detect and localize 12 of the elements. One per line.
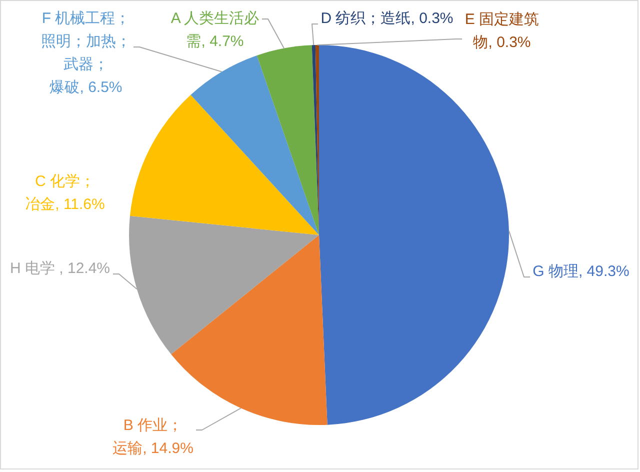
slice-label: H 电学 , 12.4%	[9, 258, 111, 278]
pie-slice	[171, 235, 328, 425]
slice-label: B 作业；运输, 14.9%	[112, 416, 194, 458]
pie-slice	[130, 94, 319, 235]
slice-label: G 物理, 49.3%	[532, 262, 630, 282]
slice-label: F 机械工程；照明；加热；武器；爆破, 6.5%	[40, 8, 132, 98]
pie-slice	[256, 45, 319, 235]
slice-label: E 固定建筑物, 0.3%	[464, 10, 540, 52]
slice-label: A 人类生活必需, 4.7%	[170, 8, 260, 52]
slice-label: C 化学；冶金, 11.6%	[24, 172, 106, 214]
pie-slice	[190, 55, 319, 235]
slice-label: D 纺织；造纸, 0.3%	[320, 8, 454, 28]
